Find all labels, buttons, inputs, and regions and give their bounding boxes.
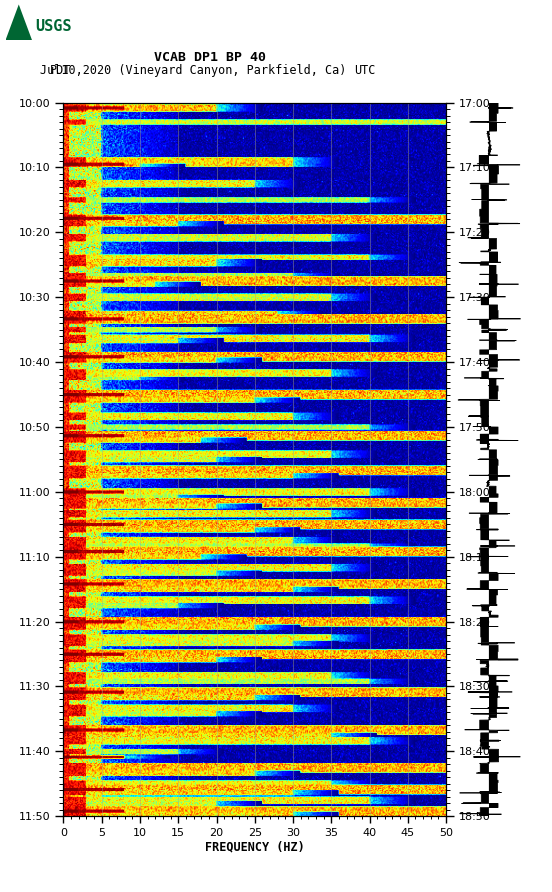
Text: Jul10,2020 (Vineyard Canyon, Parkfield, Ca): Jul10,2020 (Vineyard Canyon, Parkfield, … bbox=[40, 64, 347, 77]
X-axis label: FREQUENCY (HZ): FREQUENCY (HZ) bbox=[205, 841, 305, 854]
Text: VCAB DP1 BP 40: VCAB DP1 BP 40 bbox=[154, 51, 266, 63]
Text: PDT: PDT bbox=[50, 64, 71, 77]
Polygon shape bbox=[6, 4, 32, 40]
Text: USGS: USGS bbox=[35, 20, 72, 34]
Text: UTC: UTC bbox=[354, 64, 375, 77]
